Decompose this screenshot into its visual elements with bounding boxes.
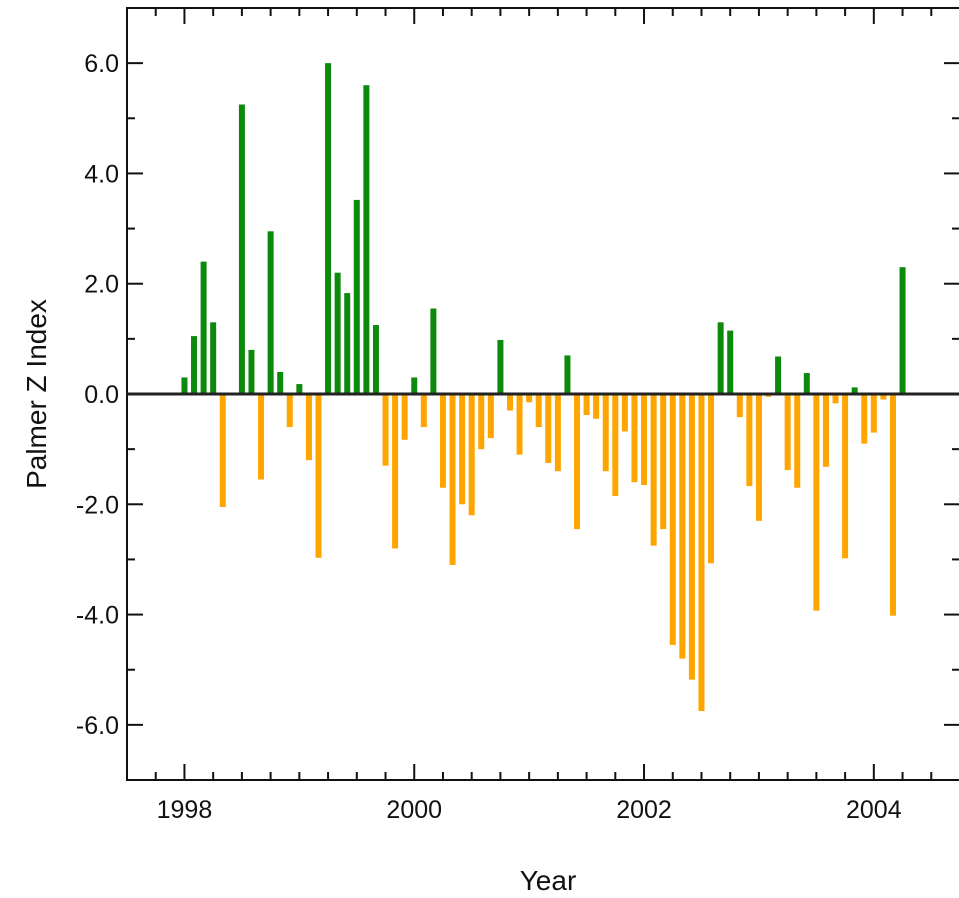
bar-positive (727, 330, 734, 394)
bar-positive (181, 377, 188, 394)
bar-negative (382, 394, 389, 466)
bar-positive (775, 356, 782, 394)
bar-negative (459, 394, 466, 505)
bar-negative (861, 394, 868, 444)
bar-positive (325, 63, 332, 395)
bar-negative (746, 394, 753, 487)
bar-negative (487, 394, 494, 439)
bar-positive (497, 339, 504, 394)
bar-positive (296, 384, 303, 394)
bar-negative (688, 394, 695, 680)
bar-positive (344, 293, 351, 394)
bar-negative (468, 394, 475, 516)
x-tick-label: 2002 (616, 796, 672, 824)
y-axis-title: Palmer Z Index (21, 299, 52, 489)
bar-positive (411, 377, 418, 394)
bar-negative (832, 394, 839, 404)
bar-negative (420, 394, 427, 428)
bar-positive (372, 325, 379, 394)
bar-negative (698, 394, 705, 712)
bar-negative (526, 394, 533, 403)
bar-positive (238, 104, 245, 394)
bar-negative (401, 394, 408, 440)
y-axis-ticks: -6.0 -4.0 -2.0 0.0 2.0 4.0 6.0 (76, 7, 959, 781)
bar-positive (277, 371, 284, 394)
bar-negative (612, 394, 619, 497)
bar-negative (708, 394, 715, 564)
bar-negative (286, 394, 293, 428)
bar-negative (392, 394, 399, 549)
bar-positive (267, 231, 274, 394)
x-tick-label: 2004 (846, 796, 902, 824)
bar-positive (191, 336, 198, 394)
bar-negative (574, 394, 581, 530)
bar-positive (248, 349, 255, 394)
y-tick-label: 0.0 (84, 381, 119, 409)
bar-positive (363, 85, 370, 394)
bar-positive (803, 373, 810, 394)
bar-negative (794, 394, 801, 488)
bar-positive (564, 355, 571, 394)
bar-negative (842, 394, 849, 559)
bar-negative (258, 394, 265, 480)
bar-positive (210, 322, 217, 394)
bar-negative (545, 394, 552, 463)
bar-negative (583, 394, 590, 415)
bar-negative (219, 394, 226, 508)
bar-negative (315, 394, 322, 558)
x-tick-label: 2000 (386, 796, 442, 824)
bar-negative (889, 394, 896, 616)
bar-negative (602, 394, 609, 472)
bar-negative (880, 394, 887, 400)
bar-negative (870, 394, 877, 433)
bar-negative (535, 394, 542, 428)
bar-negative (679, 394, 686, 659)
bar-negative (621, 394, 628, 432)
y-tick-label: -6.0 (76, 712, 119, 740)
bar-series (181, 63, 906, 712)
bar-negative (813, 394, 820, 611)
x-axis-ticks: 1998 2000 2002 2004 (126, 8, 933, 824)
y-tick-label: -2.0 (76, 491, 119, 519)
bar-negative (305, 394, 312, 461)
bar-negative (631, 394, 638, 483)
bar-positive (353, 199, 360, 394)
y-tick-label: 2.0 (84, 271, 119, 299)
bar-positive (717, 322, 724, 394)
bar-negative (449, 394, 456, 565)
bar-negative (784, 394, 791, 471)
bar-negative (593, 394, 600, 419)
bar-negative (822, 394, 829, 467)
bar-positive (851, 387, 858, 394)
bar-negative (439, 394, 446, 488)
bar-negative (478, 394, 485, 450)
bar-negative (650, 394, 657, 546)
bar-positive (899, 267, 906, 394)
y-tick-label: 6.0 (84, 50, 119, 78)
bar-negative (736, 394, 743, 418)
x-axis-title: Year (520, 865, 577, 896)
bar-negative (660, 394, 667, 530)
bar-negative (516, 394, 523, 455)
bar-negative (554, 394, 561, 472)
bar-positive (334, 272, 341, 394)
y-tick-label: 4.0 (84, 160, 119, 188)
bar-negative (641, 394, 648, 485)
bar-positive (200, 261, 207, 394)
y-tick-label: -4.0 (76, 602, 119, 630)
bar-negative (755, 394, 762, 521)
bar-negative (506, 394, 513, 411)
bar-negative (669, 394, 676, 645)
bar-positive (430, 308, 437, 394)
x-tick-label: 1998 (157, 796, 213, 824)
